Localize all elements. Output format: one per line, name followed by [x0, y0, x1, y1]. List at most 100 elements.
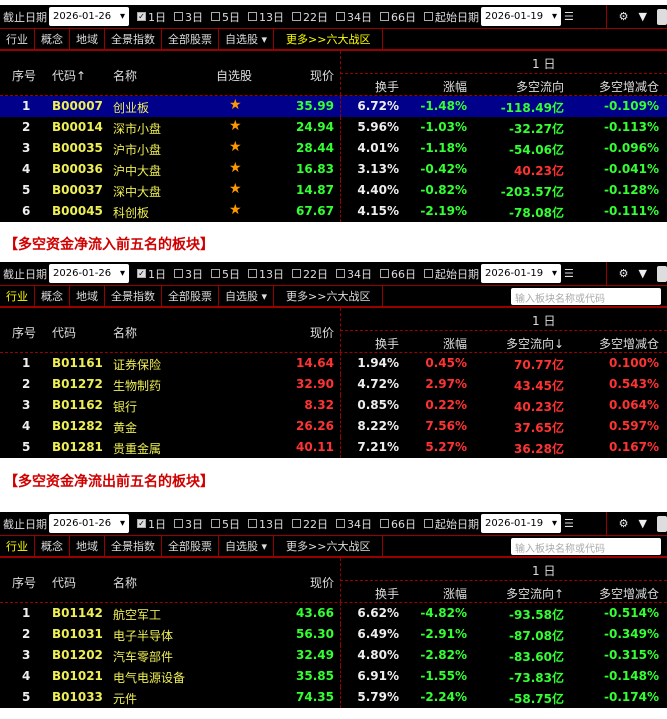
period-checkbox[interactable]: 22日 [292, 9, 328, 25]
header-turnover[interactable]: 换手 [374, 587, 399, 601]
period-checkbox[interactable]: 13日 [248, 516, 284, 532]
tab-3[interactable]: 全景指数 [105, 29, 162, 49]
tab-0[interactable]: 行业 [0, 536, 35, 556]
period-checkbox[interactable]: 5日 [211, 9, 240, 25]
tab-4[interactable]: 全部股票 [162, 29, 219, 49]
header-change[interactable]: 涨幅 [442, 587, 467, 601]
favorite-star-icon[interactable]: ★ [229, 139, 242, 155]
tab-4[interactable]: 全部股票 [162, 536, 219, 556]
tab-2[interactable]: 地域 [70, 29, 105, 49]
table-row[interactable]: 3 B01202 汽车零部件 32.49 4.80% -2.82% -83.60亿 -0.31… [0, 645, 667, 666]
table-row[interactable]: 2 B01031 电子半导体 56.30 6.49% -2.91% -87.08亿 -0.34… [0, 624, 667, 645]
tab-1[interactable]: 概念 [35, 286, 70, 306]
favorite-star-icon[interactable]: ★ [229, 202, 242, 218]
tab-1[interactable]: 概念 [35, 536, 70, 556]
header-period[interactable]: 1 日 [532, 564, 556, 578]
tab-0[interactable]: 行业 [0, 29, 35, 49]
menu-button[interactable] [657, 265, 667, 282]
menu-button[interactable] [657, 8, 667, 25]
start-date-checkbox[interactable]: 起始日期 [424, 516, 479, 532]
header-change[interactable]: 涨幅 [442, 80, 467, 94]
header-turnover[interactable]: 换手 [374, 80, 399, 94]
filter-icon[interactable]: ▼ [638, 517, 647, 530]
calendar-icon[interactable]: ☰ [564, 267, 574, 280]
header-flow[interactable]: 多空流向↓ [505, 337, 564, 351]
header-price[interactable]: 现价 [309, 69, 334, 83]
favorite-star-icon[interactable]: ★ [229, 181, 242, 197]
header-pos[interactable]: 多空增减仓 [598, 337, 659, 351]
header-period[interactable]: 1 日 [532, 57, 556, 71]
calendar-icon[interactable]: ☰ [564, 10, 574, 23]
period-checkbox[interactable]: 66日 [380, 9, 416, 25]
tab-5[interactable]: 自选股 ▾ [219, 29, 275, 49]
header-flow[interactable]: 多空流向↑ [505, 587, 564, 601]
header-code[interactable]: 代码 [52, 326, 77, 340]
period-checkbox[interactable]: 22日 [292, 516, 328, 532]
start-date-checkbox[interactable]: 起始日期 [424, 266, 479, 282]
table-row[interactable]: 4 B00036 沪中大盘 16.83 3.13% -0.42% 40.23亿 -0.041%… [0, 159, 667, 180]
table-row[interactable]: 5 B00037 深中大盘 14.87 4.40% -0.82% -203.57亿 -0.12… [0, 180, 667, 201]
start-date-select[interactable]: 2026-01-19 ▾ [481, 7, 561, 26]
tab-0[interactable]: 行业 [0, 286, 35, 306]
period-checkbox[interactable]: 5日 [211, 266, 240, 282]
header-name[interactable]: 名称 [113, 69, 138, 83]
header-price[interactable]: 现价 [309, 576, 334, 590]
favorite-star-icon[interactable]: ★ [229, 160, 242, 176]
start-date-checkbox[interactable]: 起始日期 [424, 9, 479, 25]
table-row[interactable]: 2 B00014 深市小盘 24.94 5.96% -1.03% -32.27亿 -0.113… [0, 117, 667, 138]
period-checkbox[interactable]: ✓ 1日 [137, 9, 166, 25]
header-pos[interactable]: 多空增减仓 [598, 80, 659, 94]
tab-1[interactable]: 概念 [35, 29, 70, 49]
header-seq[interactable]: 序号 [12, 69, 37, 83]
tab-6[interactable]: 更多>>六大战区 [274, 29, 384, 49]
table-row[interactable]: 4 B01282 黄金 26.26 8.22% 7.56% 37.65亿 0.597% [0, 416, 667, 437]
period-checkbox[interactable]: ✓ 1日 [137, 516, 166, 532]
period-checkbox[interactable]: 22日 [292, 266, 328, 282]
search-input[interactable]: 输入板块名称或代码 [511, 537, 661, 555]
period-checkbox[interactable]: 66日 [380, 266, 416, 282]
header-period[interactable]: 1 日 [532, 314, 556, 328]
gear-icon[interactable]: ⚙ [618, 267, 629, 280]
table-row[interactable]: 5 B01033 元件 74.35 5.79% -2.24% -58.75亿 -0.174% [0, 687, 667, 708]
period-checkbox[interactable]: 3日 [174, 266, 203, 282]
header-seq[interactable]: 序号 [12, 326, 37, 340]
table-row[interactable]: 5 B01281 贵重金属 40.11 7.21% 5.27% 36.28亿 0.167% [0, 437, 667, 458]
period-checkbox[interactable]: 3日 [174, 516, 203, 532]
favorite-star-icon[interactable]: ★ [229, 118, 242, 134]
table-row[interactable]: 1 B01161 证券保险 14.64 1.94% 0.45% 70.77亿 0.100% [0, 353, 667, 374]
filter-icon[interactable]: ▼ [638, 10, 647, 23]
period-checkbox[interactable]: 34日 [336, 516, 372, 532]
header-price[interactable]: 现价 [309, 326, 334, 340]
favorite-star-icon[interactable]: ★ [229, 97, 242, 113]
search-input[interactable]: 输入板块名称或代码 [511, 287, 661, 305]
header-name[interactable]: 名称 [113, 326, 138, 340]
period-checkbox[interactable]: 66日 [380, 516, 416, 532]
header-seq[interactable]: 序号 [12, 576, 37, 590]
tab-5[interactable]: 自选股 ▾ [219, 536, 275, 556]
gear-icon[interactable]: ⚙ [618, 10, 629, 23]
period-checkbox[interactable]: 13日 [248, 266, 284, 282]
tab-4[interactable]: 全部股票 [162, 286, 219, 306]
period-checkbox[interactable]: 34日 [336, 266, 372, 282]
header-code[interactable]: 代码 [52, 576, 77, 590]
table-row[interactable]: 1 B00007 创业板 35.99 6.72% -1.48% -118.49亿 -0.109… [0, 96, 667, 117]
menu-button[interactable] [657, 515, 667, 532]
start-date-select[interactable]: 2026-01-19 ▾ [481, 264, 561, 283]
period-checkbox[interactable]: ✓ 1日 [137, 266, 166, 282]
period-checkbox[interactable]: 5日 [211, 516, 240, 532]
end-date-select[interactable]: 2026-01-26 ▾ [49, 7, 129, 26]
table-row[interactable]: 3 B00035 沪市小盘 28.44 4.01% -1.18% -54.06亿 -0.096… [0, 138, 667, 159]
table-row[interactable]: 1 B01142 航空军工 43.66 6.62% -4.82% -93.58亿 -0.514… [0, 603, 667, 624]
header-flow[interactable]: 多空流向 [515, 80, 564, 94]
period-checkbox[interactable]: 34日 [336, 9, 372, 25]
period-checkbox[interactable]: 13日 [248, 9, 284, 25]
header-change[interactable]: 涨幅 [442, 337, 467, 351]
end-date-select[interactable]: 2026-01-26 ▾ [49, 514, 129, 533]
table-row[interactable]: 6 B00045 科创板 67.67 4.15% -2.19% -78.08亿 -0.111%… [0, 201, 667, 222]
period-checkbox[interactable]: 3日 [174, 9, 203, 25]
gear-icon[interactable]: ⚙ [618, 517, 629, 530]
end-date-select[interactable]: 2026-01-26 ▾ [49, 264, 129, 283]
header-pos[interactable]: 多空增减仓 [598, 587, 659, 601]
tab-6[interactable]: 更多>>六大战区 [274, 286, 384, 306]
header-fav[interactable]: 自选股 [216, 69, 253, 83]
